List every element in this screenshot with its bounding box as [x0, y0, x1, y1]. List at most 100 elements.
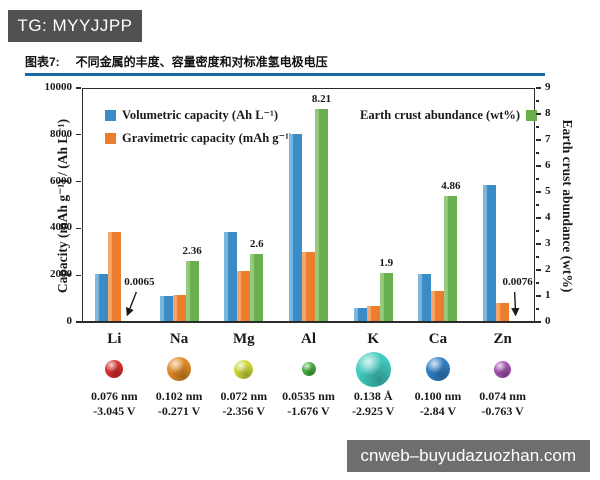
telegram-badge: TG: MYYJJPP	[8, 10, 142, 42]
element-column-zn: Zn 0.074 nm -0.763 V	[470, 330, 535, 419]
left-axis-tick	[76, 134, 81, 136]
right-axis-tick	[536, 113, 541, 115]
right-axis-minor-tick	[536, 204, 539, 206]
right-axis-tick	[536, 87, 541, 89]
bar-value-label-mg: 2.6	[249, 238, 264, 251]
bar-li-gravimetric-capacity	[107, 231, 121, 322]
bar-zn-gravimetric-capacity	[496, 302, 510, 322]
bar-k-volumetric-capacity	[353, 308, 367, 322]
ion-sphere-icon	[105, 360, 124, 378]
right-axis-tick-label: 0	[545, 315, 551, 327]
left-axis-tick-label: 0	[66, 315, 73, 327]
right-axis-tick	[536, 269, 541, 271]
bar-annotation-zn: 0.0076	[502, 276, 533, 288]
ion-sphere-wrap	[276, 349, 341, 389]
telegram-badge-text: TG: MYYJJPP	[17, 16, 133, 35]
right-axis-minor-tick	[536, 282, 539, 284]
ionic-radius-value: 0.138 Å	[353, 389, 393, 403]
bar-zn-volumetric-capacity	[483, 185, 497, 322]
electrode-potential-value: -2.84 V	[419, 404, 457, 418]
left-axis-tick	[76, 87, 81, 89]
right-axis-tick	[536, 295, 541, 297]
bar-na-volumetric-capacity	[159, 295, 173, 322]
ionic-radius-value: 0.0535 nm	[282, 389, 335, 403]
right-axis-minor-tick	[536, 100, 539, 102]
bar-al-earth-crust-abundance	[315, 108, 328, 322]
element-symbol: Zn	[493, 331, 512, 347]
electrode-potential-value: -3.045 V	[93, 404, 136, 418]
left-axis-tick-label: 4000	[50, 221, 72, 234]
legend-item-gravimetric-capacity: Gravimetric capacity (mAh g⁻¹)	[105, 130, 293, 146]
right-axis-minor-tick	[536, 178, 539, 180]
left-axis-tick	[76, 180, 81, 183]
right-axis-tick-label: 8	[545, 107, 551, 119]
electrode-potential-value: -1.676 V	[287, 404, 330, 418]
bar-al-gravimetric-capacity	[302, 252, 315, 322]
element-column-na: Na 0.102 nm -0.271 V	[147, 330, 212, 419]
electrode-potential-value: -0.763 V	[481, 404, 524, 418]
legend-label-gravimetric: Gravimetric capacity (mAh g⁻¹)	[122, 131, 294, 145]
right-axis-tick	[536, 191, 541, 193]
ionic-radius-value: 0.074 nm	[479, 389, 526, 403]
right-axis-minor-tick	[536, 152, 539, 154]
left-axis-title: Capacity (mAh g⁻¹) / (Ah L⁻¹)	[55, 118, 70, 294]
right-axis-tick-label: 2	[545, 263, 551, 275]
bar-na-earth-crust-abundance	[185, 260, 199, 322]
element-column-k: K 0.138 Å -2.925 V	[341, 330, 406, 419]
ionic-radius-value: 0.102 nm	[155, 389, 203, 403]
bar-annotation-li: 0.0065	[124, 276, 155, 288]
ion-sphere-icon	[355, 351, 391, 387]
right-axis-tick-label: 5	[545, 185, 551, 197]
right-axis-tick-label: 3	[545, 237, 551, 249]
left-axis-tick	[76, 274, 81, 276]
right-axis-minor-tick	[536, 230, 539, 232]
right-axis-minor-tick	[536, 126, 539, 128]
right-axis-tick-label: 1	[545, 289, 551, 301]
element-symbol: Al	[301, 331, 316, 347]
element-symbol: K	[367, 331, 380, 347]
bar-value-label-al: 8.21	[311, 92, 332, 105]
left-axis-tick	[76, 321, 81, 323]
element-symbol: Mg	[232, 331, 255, 347]
element-symbol: Ca	[428, 331, 448, 347]
element-column-mg: Mg 0.072 nm -2.356 V	[211, 330, 276, 419]
bar-value-label-ca: 4.86	[441, 179, 461, 192]
legend-swatch-abundance-icon	[526, 110, 538, 121]
bar-value-label-na: 2.36	[182, 244, 202, 257]
right-axis-tick-label: 7	[545, 133, 551, 145]
bar-value-label-k: 1.9	[379, 256, 394, 269]
figure-caption: 图表7: 不同金属的丰度、容量密度和对标准氢电极电压	[25, 53, 328, 70]
electrode-potential-value: -2.356 V	[222, 404, 265, 418]
element-column-ca: Ca 0.100 nm -2.84 V	[405, 330, 470, 419]
figure-label: 图表7:	[25, 55, 60, 69]
right-axis-tick-label: 9	[545, 81, 551, 93]
ionic-radius-value: 0.100 nm	[414, 389, 462, 403]
ion-sphere-icon	[425, 357, 450, 381]
ion-sphere-icon	[234, 359, 254, 379]
right-axis-tick	[536, 321, 541, 323]
ion-sphere-wrap	[470, 349, 535, 389]
ion-sphere-wrap	[82, 349, 147, 389]
ion-sphere-icon	[167, 357, 192, 381]
bar-ca-gravimetric-capacity	[431, 290, 445, 322]
element-column-li: Li 0.076 nm -3.045 V	[82, 330, 147, 419]
left-axis-tick-label: 2000	[50, 268, 72, 281]
right-axis-tick	[536, 165, 541, 167]
bar-mg-volumetric-capacity	[224, 232, 238, 322]
ion-sphere-icon	[301, 362, 316, 376]
element-symbol: Na	[169, 331, 189, 347]
ion-sphere-wrap	[405, 349, 470, 389]
bar-ca-volumetric-capacity	[418, 273, 432, 322]
right-axis-minor-tick	[536, 308, 539, 310]
right-axis-tick	[536, 139, 541, 141]
ionic-radius-value: 0.072 nm	[220, 389, 268, 403]
legend-swatch-gravimetric-icon	[105, 132, 116, 144]
bar-mg-gravimetric-capacity	[237, 270, 251, 322]
legend-item-volumetric-capacity: Volumetric capacity (Ah L⁻¹)	[105, 107, 278, 123]
ion-sphere-wrap	[147, 349, 212, 389]
legend-label-volumetric: Volumetric capacity (Ah L⁻¹)	[122, 108, 279, 122]
element-symbol: Li	[107, 331, 122, 347]
right-axis-tick-label: 6	[545, 159, 551, 171]
bar-al-volumetric-capacity	[289, 133, 302, 322]
